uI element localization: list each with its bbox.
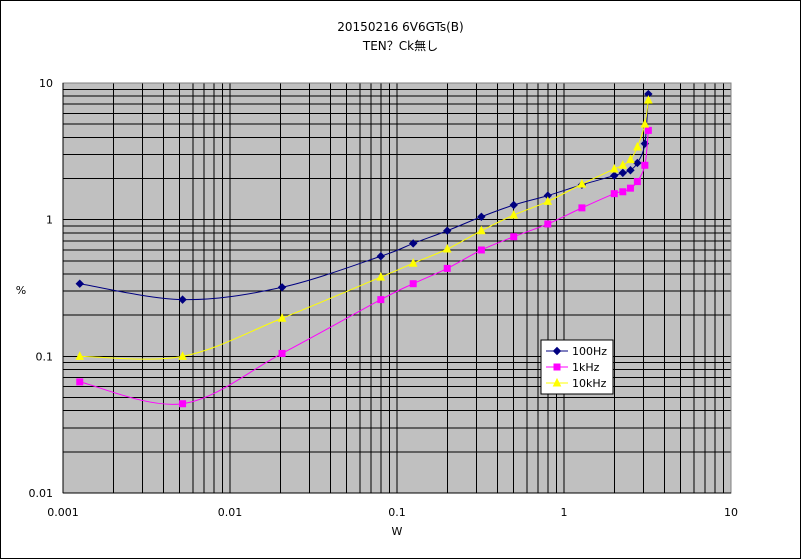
data-point-1khz	[410, 281, 416, 287]
x-axis-label: W	[392, 525, 403, 538]
data-point-1khz	[478, 247, 484, 253]
data-point-1khz	[444, 265, 450, 271]
legend-label-100hz: 100Hz	[572, 345, 607, 358]
data-point-1khz	[77, 379, 83, 385]
y-tick-label: 10	[39, 77, 53, 90]
data-point-1khz	[611, 191, 617, 197]
x-tick-label: 0.1	[388, 506, 406, 519]
x-tick-label: 0.001	[47, 506, 79, 519]
y-axis-label: %	[16, 284, 26, 297]
legend-label-10khz: 10kHz	[572, 377, 607, 390]
data-point-1khz	[279, 350, 285, 356]
y-tick-label: 0.1	[36, 350, 54, 363]
x-tick-label: 0.01	[218, 506, 243, 519]
y-tick-label: 0.01	[29, 487, 54, 500]
data-point-1khz	[511, 234, 517, 240]
data-point-1khz	[620, 189, 626, 195]
x-tick-label: 10	[724, 506, 738, 519]
data-point-1khz	[545, 221, 551, 227]
data-point-1khz	[645, 127, 651, 133]
legend-marker-1khz	[554, 364, 560, 370]
y-tick-label: 1	[46, 214, 53, 227]
data-point-1khz	[378, 297, 384, 303]
x-tick-label: 1	[561, 506, 568, 519]
data-point-1khz	[627, 185, 633, 191]
data-point-1khz	[180, 401, 186, 407]
legend-label-1khz: 1kHz	[572, 361, 600, 374]
data-point-1khz	[642, 162, 648, 168]
data-point-1khz	[634, 179, 640, 185]
data-point-1khz	[579, 205, 585, 211]
